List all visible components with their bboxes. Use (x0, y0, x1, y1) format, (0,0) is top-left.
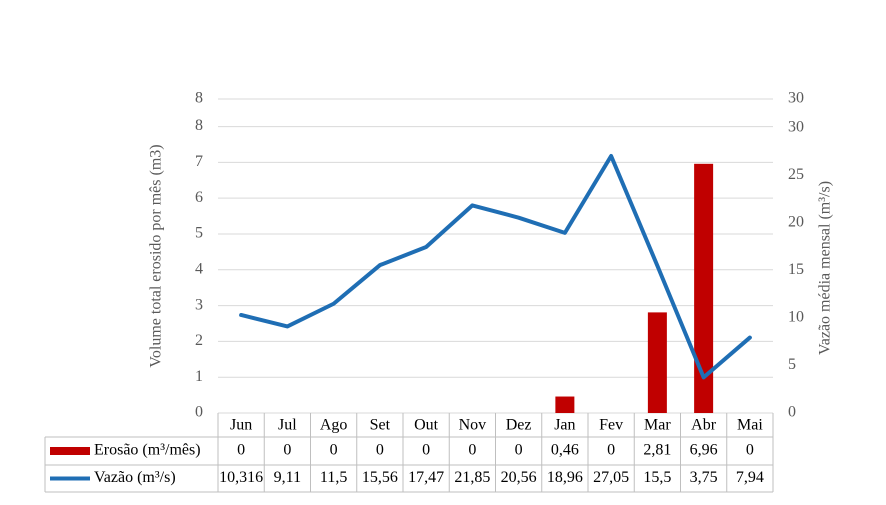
y2-tick-label: 0 (788, 404, 796, 421)
table-value: 18,96 (547, 469, 583, 486)
x-tick-label: Mar (644, 417, 671, 434)
y-tick-label: 6 (195, 189, 203, 206)
x-tick-label: Mai (737, 417, 763, 434)
y-tick-label: 1 (195, 368, 203, 385)
table-value: 11,5 (320, 469, 347, 486)
legend-key (50, 447, 90, 455)
table-value: 17,47 (408, 469, 444, 486)
line (239, 154, 752, 380)
legend-label: Erosão (m³/mês) (94, 442, 201, 459)
x-tick-label: Fev (599, 417, 623, 434)
bar (555, 396, 575, 413)
y-tick-label: 5 (195, 225, 203, 242)
x-tick-label: Jul (278, 417, 297, 434)
table-value: 0 (237, 442, 245, 459)
bar (647, 312, 667, 413)
y2-tick-label: 15 (788, 261, 804, 278)
table-value: 20,56 (501, 469, 537, 486)
y2-tick-label: 10 (788, 309, 804, 326)
x-tick-label: Jun (230, 417, 252, 434)
table-value: 27,05 (593, 469, 629, 486)
y2-tick-label: 25 (788, 166, 804, 183)
table-value: 6,96 (690, 442, 718, 459)
table-value: 0 (515, 442, 523, 459)
y-tick-label: 0 (195, 404, 203, 421)
y2-tick-label: 5 (788, 356, 796, 373)
table-value: 21,85 (454, 469, 490, 486)
table-value: 0 (376, 442, 384, 459)
bar (694, 163, 714, 413)
table-value: 0 (607, 442, 615, 459)
y2-tick-label: 30 (788, 119, 804, 136)
x-tick-label: Jan (554, 417, 575, 434)
table-value: 0 (746, 442, 754, 459)
table-value: 3,75 (690, 469, 718, 486)
y-axis-title: Volume total erosido por mês (m3) (148, 144, 165, 367)
table-value: 15,5 (643, 469, 671, 486)
table-value: 0,46 (551, 442, 579, 459)
y2-tick-label: 20 (788, 214, 804, 231)
table-value: 0 (422, 442, 430, 459)
y-tick-label: 3 (195, 296, 203, 313)
table-value: 9,11 (274, 469, 301, 486)
table-value: 10,316 (219, 469, 263, 486)
y-tick-label: 7 (195, 153, 203, 170)
table-value: 0 (283, 442, 291, 459)
y2-axis-title: Vazão média mensal (m³/s) (817, 181, 834, 355)
y-tick-label: 2 (195, 332, 203, 349)
y-tick-label: 8 (195, 90, 203, 107)
table-value: 7,94 (736, 469, 764, 486)
table-value: 2,81 (643, 442, 671, 459)
table-value: 15,56 (362, 469, 398, 486)
legend-label: Vazão (m³/s) (94, 469, 176, 486)
y-tick-label: 4 (195, 260, 203, 277)
x-tick-label: Abr (691, 417, 717, 434)
x-tick-label: Out (414, 417, 439, 434)
y2-tick-label: 30 (788, 90, 804, 107)
x-tick-label: Ago (320, 417, 348, 434)
x-tick-label: Set (370, 417, 391, 434)
table-value: 0 (468, 442, 476, 459)
x-tick-label: Nov (459, 417, 487, 434)
x-tick-label: Dez (506, 417, 532, 434)
y-tick-label: 8 (195, 117, 203, 134)
table-value: 0 (330, 442, 338, 459)
